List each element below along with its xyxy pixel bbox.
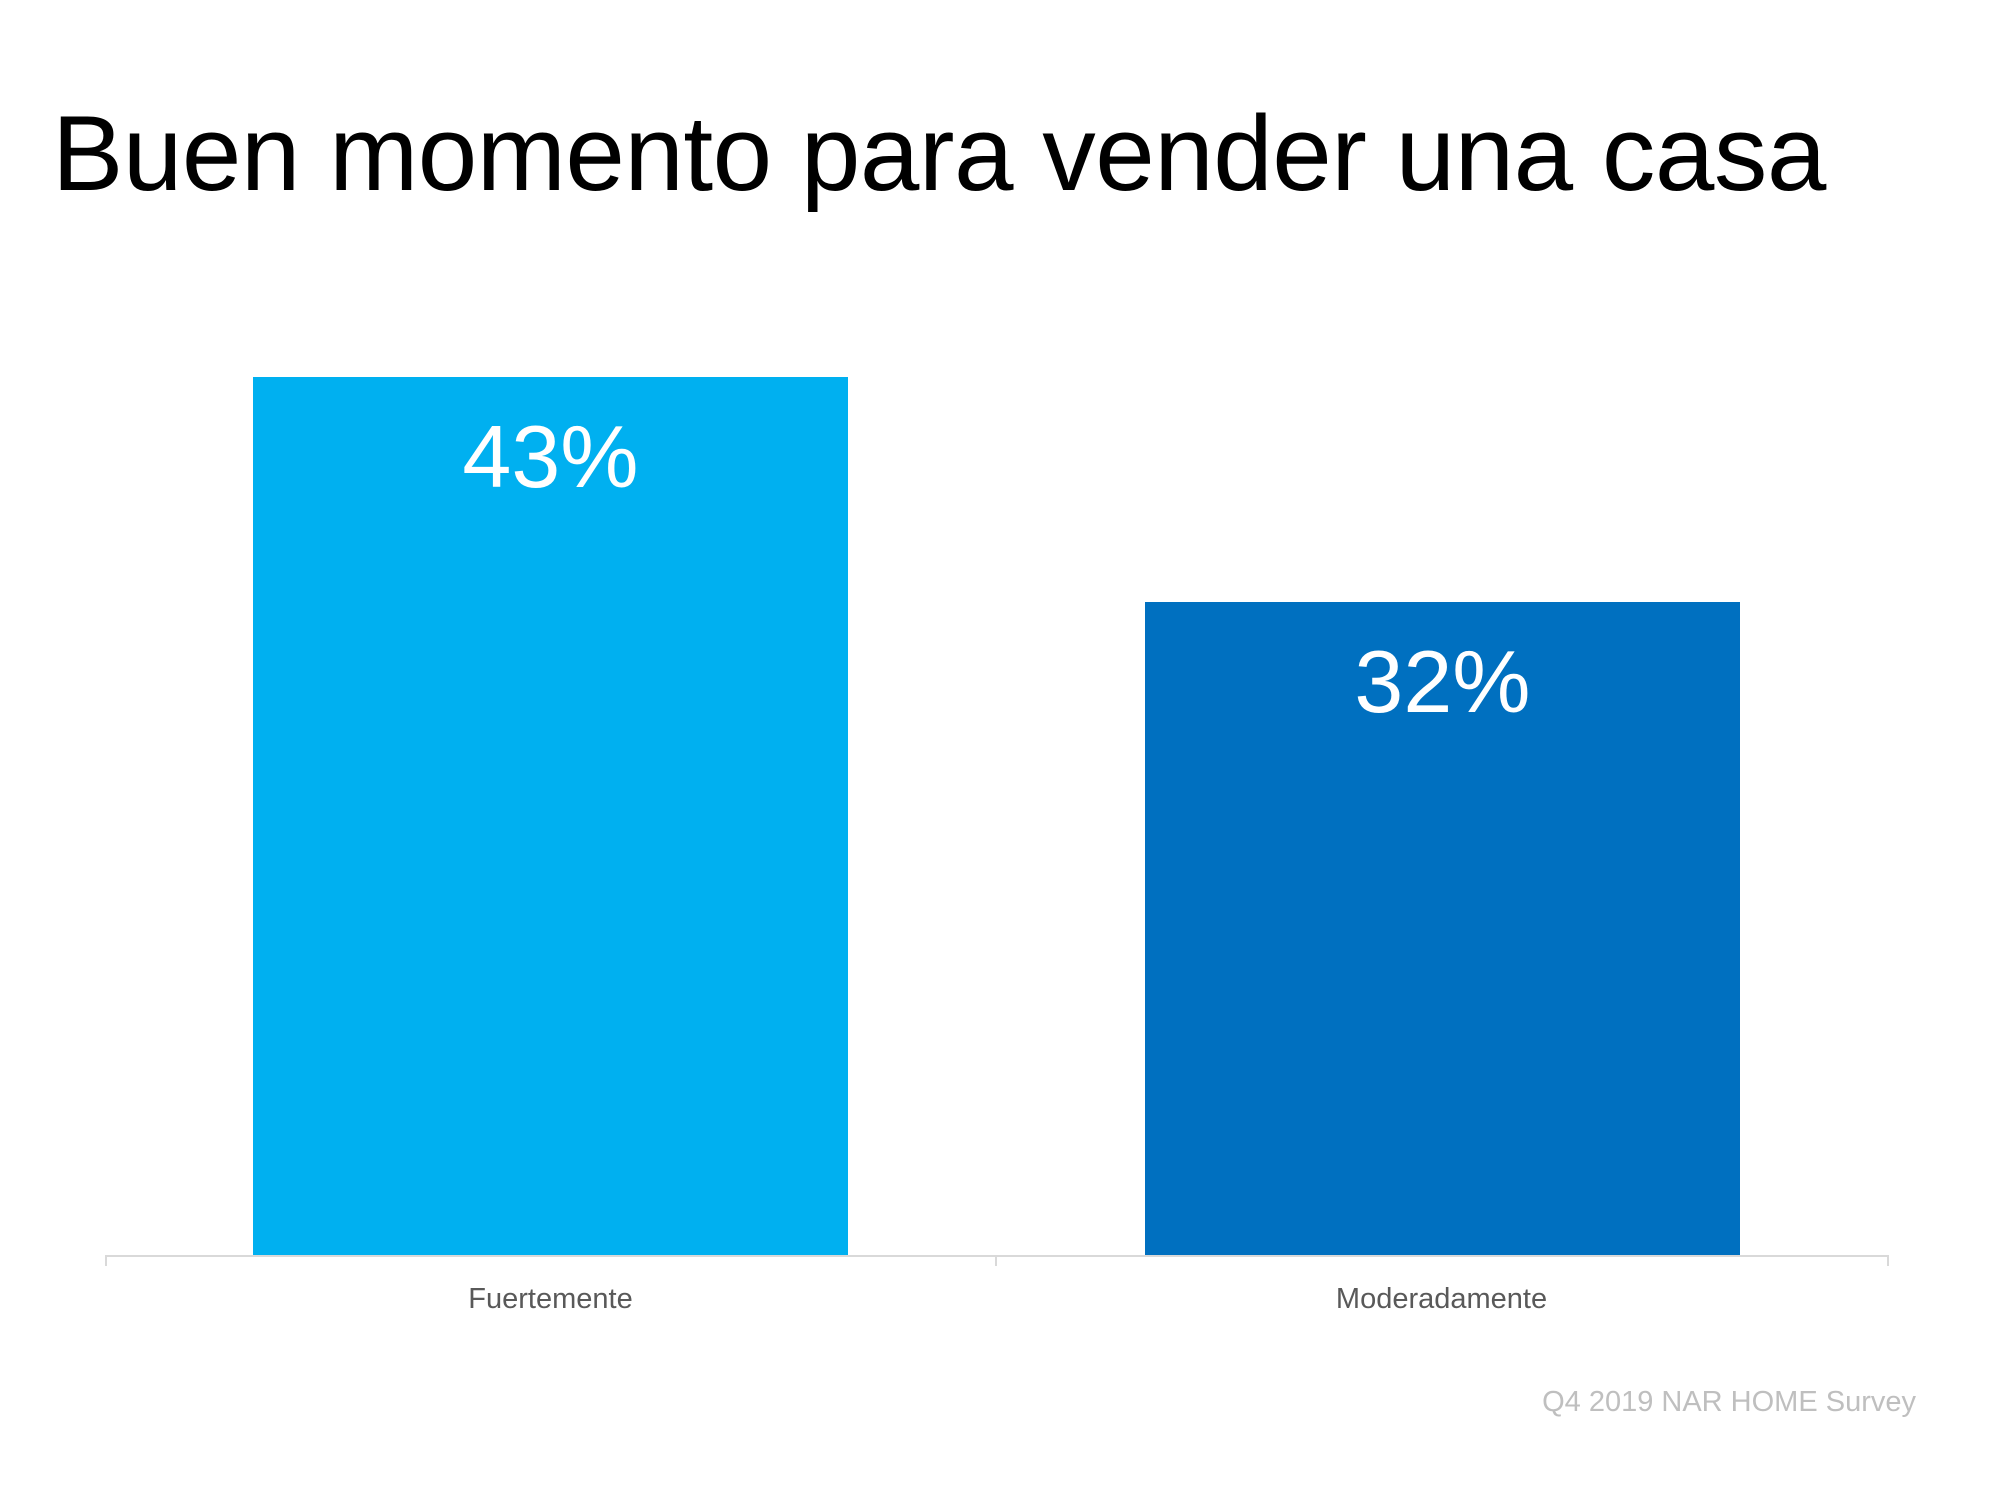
source-note: Q4 2019 NAR HOME Survey (1542, 1386, 1916, 1418)
x-axis-category-label: Moderadamente (1335, 1283, 1548, 1315)
bar-value-label: 32% (1354, 632, 1531, 731)
x-axis-line (105, 1255, 1889, 1257)
bar-value-label: 43% (462, 407, 639, 506)
x-axis-tick (1887, 1255, 1889, 1266)
bar-chart-plot-area: 43% 32% (105, 300, 1888, 1256)
bar-fuertemente: 43% (253, 377, 848, 1256)
x-axis-category-label: Fuertemente (468, 1283, 633, 1315)
x-axis-tick (995, 1255, 997, 1266)
slide-title: Buen momento para vender una casa (52, 93, 1826, 213)
bar-moderadamente: 32% (1145, 602, 1740, 1256)
x-axis-tick (105, 1255, 107, 1266)
